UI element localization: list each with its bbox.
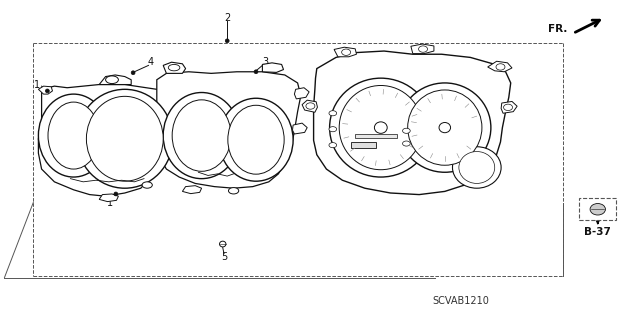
Polygon shape	[411, 44, 434, 54]
Ellipse shape	[228, 105, 284, 174]
Ellipse shape	[419, 46, 428, 52]
Ellipse shape	[403, 128, 410, 133]
Text: 5: 5	[221, 252, 227, 262]
Text: SCVAB1210: SCVAB1210	[433, 296, 489, 307]
Ellipse shape	[342, 49, 351, 56]
Polygon shape	[99, 75, 131, 85]
Ellipse shape	[399, 83, 491, 172]
Text: B-37: B-37	[584, 227, 611, 237]
Text: FR.: FR.	[548, 24, 568, 34]
Ellipse shape	[403, 141, 410, 146]
Ellipse shape	[77, 89, 173, 188]
Polygon shape	[294, 88, 309, 99]
Ellipse shape	[172, 100, 231, 171]
Ellipse shape	[329, 143, 337, 148]
Ellipse shape	[306, 103, 315, 109]
Polygon shape	[355, 134, 397, 138]
Polygon shape	[99, 194, 118, 202]
Ellipse shape	[504, 104, 513, 110]
Ellipse shape	[228, 188, 239, 194]
Ellipse shape	[496, 64, 505, 70]
Ellipse shape	[374, 122, 387, 133]
Polygon shape	[314, 51, 511, 195]
Polygon shape	[501, 101, 517, 113]
Text: 1: 1	[34, 79, 40, 90]
Ellipse shape	[339, 85, 422, 170]
Polygon shape	[302, 100, 317, 112]
Ellipse shape	[106, 76, 118, 84]
Text: 3: 3	[262, 57, 269, 67]
Bar	[579, 198, 616, 220]
Ellipse shape	[45, 89, 49, 93]
Ellipse shape	[452, 147, 501, 188]
Ellipse shape	[408, 90, 482, 165]
Ellipse shape	[86, 96, 163, 181]
Polygon shape	[157, 72, 301, 188]
Ellipse shape	[48, 102, 99, 169]
Text: 2: 2	[224, 12, 230, 23]
Ellipse shape	[225, 39, 229, 43]
Polygon shape	[182, 186, 202, 194]
Ellipse shape	[38, 94, 109, 177]
Ellipse shape	[590, 204, 605, 215]
Polygon shape	[38, 85, 176, 196]
Polygon shape	[488, 61, 512, 72]
Polygon shape	[38, 86, 52, 94]
Text: 1: 1	[107, 197, 113, 208]
Ellipse shape	[114, 192, 118, 196]
Text: 4: 4	[147, 57, 154, 67]
Ellipse shape	[142, 182, 152, 188]
Ellipse shape	[220, 241, 226, 247]
Polygon shape	[292, 123, 307, 134]
Ellipse shape	[219, 98, 293, 181]
Ellipse shape	[131, 71, 135, 75]
Polygon shape	[163, 62, 186, 73]
Ellipse shape	[459, 152, 495, 183]
Polygon shape	[351, 142, 376, 148]
Ellipse shape	[330, 78, 432, 177]
Ellipse shape	[168, 64, 180, 71]
Ellipse shape	[254, 70, 258, 74]
Ellipse shape	[329, 127, 337, 132]
Ellipse shape	[439, 122, 451, 133]
Polygon shape	[334, 47, 356, 57]
Ellipse shape	[163, 93, 240, 179]
Polygon shape	[262, 63, 284, 72]
Ellipse shape	[329, 111, 337, 116]
